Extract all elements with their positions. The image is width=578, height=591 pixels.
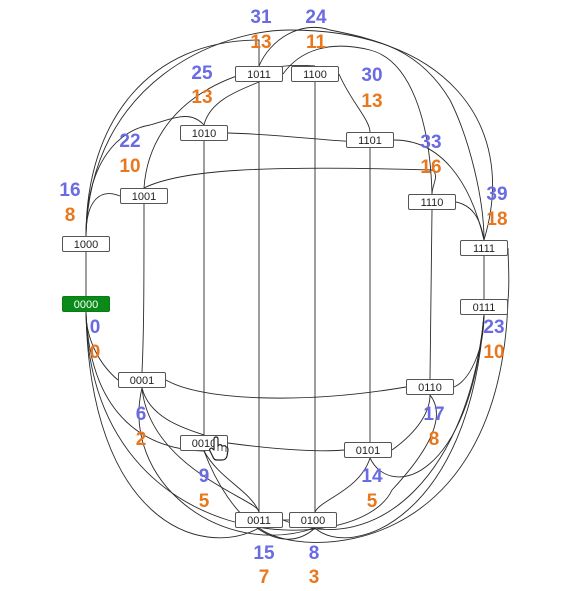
node-0010-orange-value: 5	[198, 491, 210, 512]
hand-pointer-icon	[209, 436, 229, 461]
node-1100-orange-value: 11	[305, 32, 327, 53]
node-0001-blue-value: 6	[135, 404, 147, 425]
node-0111-blue-value: 23	[483, 317, 505, 338]
edge-0101-0111	[369, 314, 485, 478]
node-0101[interactable]: 0101	[344, 442, 392, 458]
node-0001-orange-value: 2	[135, 429, 147, 450]
node-0110[interactable]: 0110	[406, 379, 454, 395]
node-1000[interactable]: 1000	[62, 236, 110, 252]
node-1001[interactable]: 1001	[120, 188, 168, 204]
node-1110-blue-value: 33	[420, 132, 442, 153]
node-0001[interactable]: 0001	[118, 372, 166, 388]
node-1101-orange-value: 13	[361, 91, 383, 112]
edge-1000-1011	[85, 39, 260, 237]
edge-0001-0110	[165, 379, 407, 399]
edge-0101-0110	[391, 394, 431, 451]
node-0011-orange-value: 7	[258, 567, 270, 588]
node-0000-blue-value: 0	[89, 317, 101, 338]
edge-1001-0001	[141, 203, 145, 373]
edge-0010-0101	[227, 442, 345, 452]
node-1000-blue-value: 16	[59, 180, 81, 201]
node-1110[interactable]: 1110	[408, 194, 456, 210]
node-1010-blue-value: 25	[191, 63, 213, 84]
edge-1001-1110	[143, 167, 436, 195]
node-1000-orange-value: 8	[64, 205, 76, 226]
node-1011[interactable]: 1011	[235, 66, 283, 82]
edge-1010-1011	[203, 81, 260, 126]
node-1101-blue-value: 30	[361, 65, 383, 86]
node-0111[interactable]: 0111	[460, 299, 508, 315]
node-0100-orange-value: 3	[308, 567, 320, 588]
node-0101-blue-value: 14	[361, 466, 383, 487]
node-1100-blue-value: 24	[305, 7, 327, 28]
node-0110-orange-value: 8	[428, 429, 440, 450]
edge-1011-1110	[282, 45, 433, 195]
edge-0100-0111	[314, 314, 485, 539]
edge-0001-0010	[141, 387, 205, 436]
edge-0011-1111	[258, 247, 510, 543]
node-1100[interactable]: 1100	[291, 66, 339, 82]
edge-1000-1111	[85, 29, 493, 241]
node-1111-blue-value: 39	[486, 184, 508, 205]
edge-1110-1111	[455, 201, 485, 241]
node-0100-blue-value: 8	[308, 543, 320, 564]
edge-0101-0100	[314, 457, 371, 513]
edge-1110-0110	[429, 209, 433, 380]
node-0101-orange-value: 5	[366, 491, 378, 512]
edge-1001-1100	[143, 64, 316, 189]
graph-edges	[85, 26, 510, 543]
node-1011-blue-value: 31	[250, 7, 272, 28]
node-1001-blue-value: 22	[119, 131, 141, 152]
edge-0001-0101	[138, 387, 316, 536]
edge-0010-0011	[203, 450, 260, 513]
edge-0000-0110	[85, 311, 437, 531]
edge-1100-1101	[338, 73, 371, 133]
node-0000-orange-value: 0	[89, 342, 101, 363]
node-1111-orange-value: 18	[486, 209, 508, 230]
edge-1000-1001	[85, 193, 121, 237]
node-1001-orange-value: 10	[119, 156, 141, 177]
node-0011-blue-value: 15	[253, 543, 275, 564]
node-1101[interactable]: 1101	[346, 132, 394, 148]
node-0011[interactable]: 0011	[235, 512, 283, 528]
node-1111[interactable]: 1111	[460, 240, 508, 256]
node-0111-orange-value: 10	[483, 342, 505, 363]
node-1010[interactable]: 1010	[180, 125, 228, 141]
node-1110-orange-value: 16	[420, 157, 442, 178]
node-0010-blue-value: 9	[198, 466, 210, 487]
edge-0011-0111	[282, 314, 485, 530]
edge-0001-0011	[141, 387, 260, 513]
node-1010-orange-value: 13	[191, 87, 213, 108]
edge-1011-1111	[258, 26, 485, 241]
node-1011-orange-value: 13	[250, 32, 272, 53]
node-0110-blue-value: 17	[423, 404, 445, 425]
node-0000[interactable]: 0000	[62, 296, 110, 312]
edge-0000-0100	[85, 311, 260, 539]
node-0100[interactable]: 0100	[289, 512, 337, 528]
